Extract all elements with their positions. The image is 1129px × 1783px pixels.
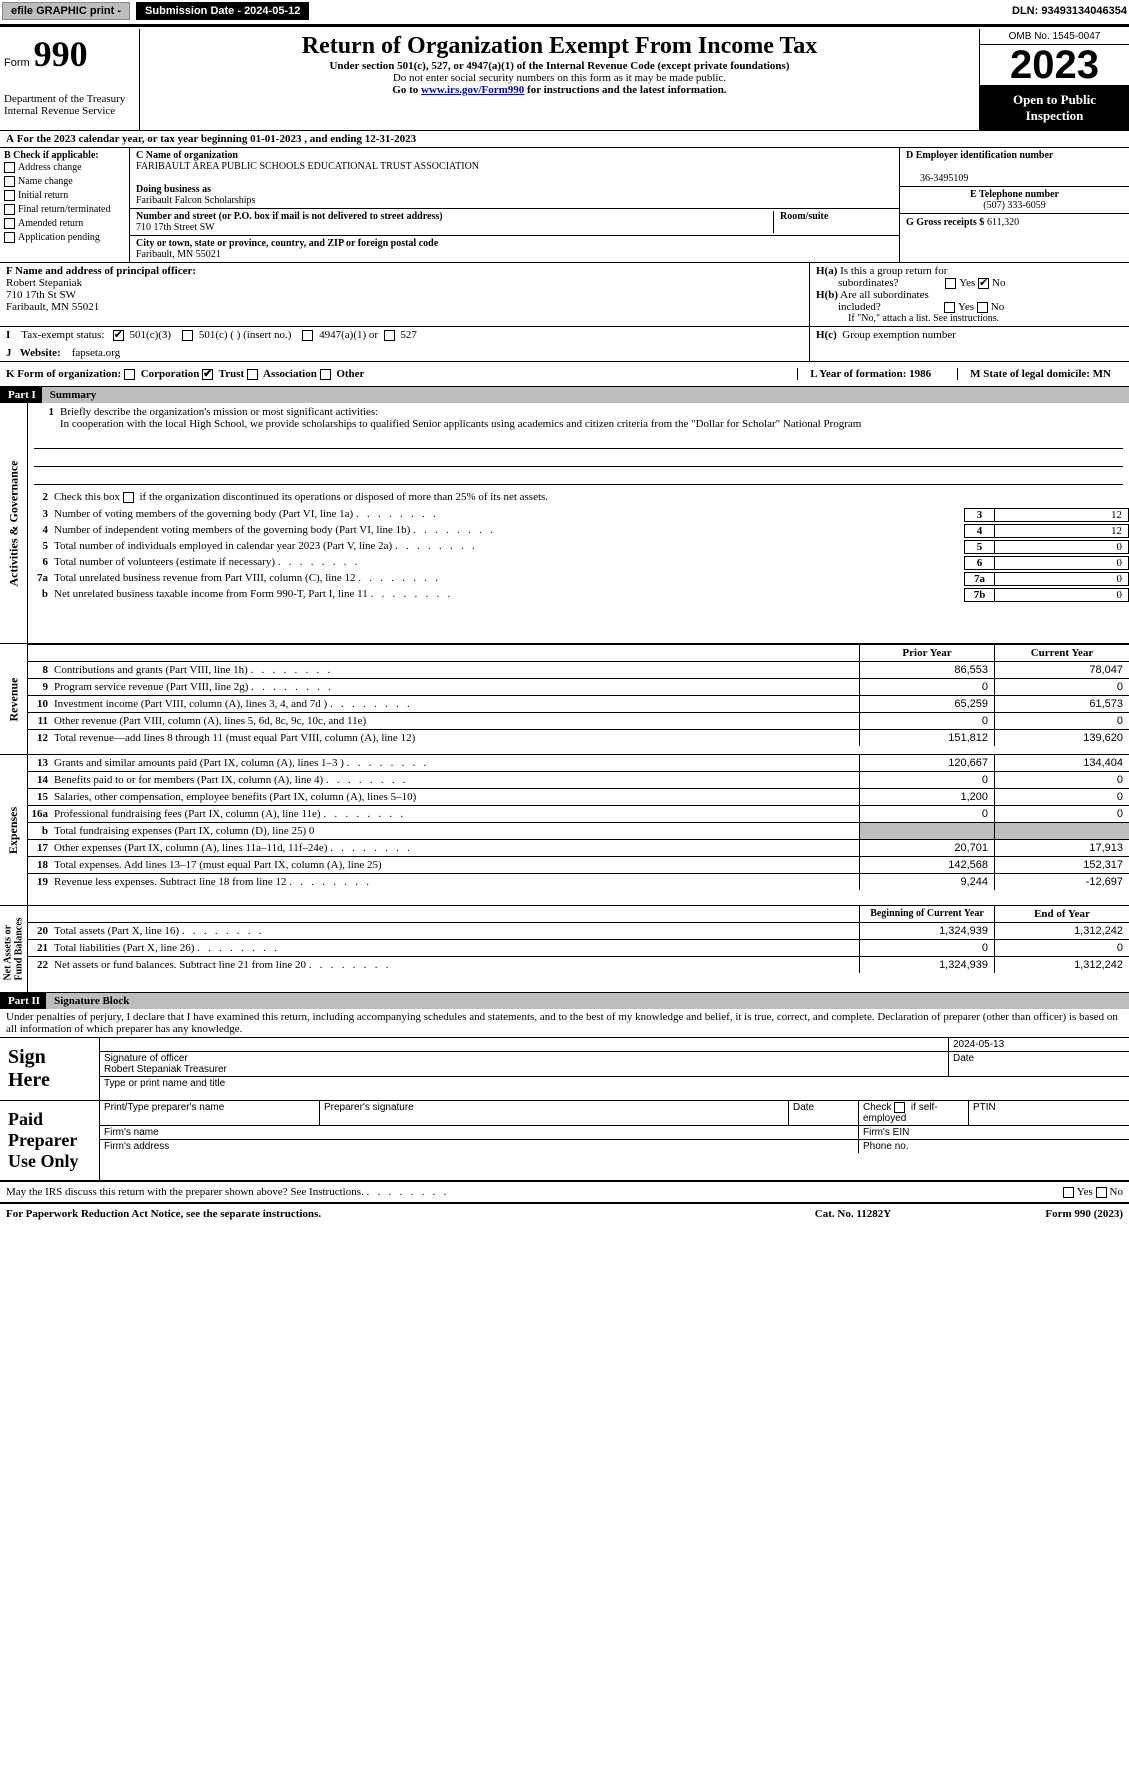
form-word: Form <box>4 57 30 69</box>
part2-header: Part II Signature Block <box>0 993 1129 1009</box>
part1-header: Part I Summary <box>0 387 1129 403</box>
inspection-label: Open to Public Inspection <box>980 86 1129 130</box>
form-title: Return of Organization Exempt From Incom… <box>144 33 975 60</box>
website-value: fapseta.org <box>72 347 120 359</box>
section-j: J Website: fapseta.org <box>6 347 803 359</box>
section-h: H(a) Is this a group return for subordin… <box>809 263 1129 326</box>
gross-receipts: 611,320 <box>987 217 1019 228</box>
officer-name: Robert Stepaniak <box>6 277 82 289</box>
ein-value: 36-3495109 <box>906 173 1123 184</box>
section-i: I Tax-exempt status: 501(c)(3) 501(c) ( … <box>6 329 803 341</box>
irs-link[interactable]: www.irs.gov/Form990 <box>421 84 524 96</box>
section-klm: K Form of organization: Corporation Trus… <box>0 362 1129 387</box>
tax-year: 2023 <box>980 45 1129 86</box>
section-d: D Employer identification number 36-3495… <box>899 148 1129 262</box>
subtitle-2: Do not enter social security numbers on … <box>144 72 975 84</box>
form-header: Form 990 Department of the TreasuryInter… <box>0 29 1129 131</box>
dba-name: Faribault Falcon Scholarships <box>136 195 893 206</box>
efile-button[interactable]: efile GRAPHIC print - <box>2 2 130 20</box>
sign-block: Sign Here 2024-05-13 Signature of office… <box>0 1037 1129 1181</box>
subtitle-1: Under section 501(c), 527, or 4947(a)(1)… <box>144 60 975 72</box>
perjury-text: Under penalties of perjury, I declare th… <box>0 1009 1129 1037</box>
street-address: 710 17th Street SW <box>136 222 773 233</box>
discuss-line: May the IRS discuss this return with the… <box>0 1181 1129 1202</box>
identity-block: B Check if applicable: Address change Na… <box>0 148 1129 263</box>
dln-text: DLN: 93493134046354 <box>1012 5 1127 17</box>
section-b: B Check if applicable: Address change Na… <box>0 148 130 262</box>
submission-button[interactable]: Submission Date - 2024-05-12 <box>136 2 309 20</box>
tax-year-line: A For the 2023 calendar year, or tax yea… <box>0 131 1129 148</box>
print-label: print - <box>90 5 121 17</box>
dept-text: Department of the TreasuryInternal Reven… <box>4 93 135 117</box>
section-c: C Name of organization FARIBAULT AREA PU… <box>130 148 899 262</box>
top-toolbar: efile GRAPHIC print - Submission Date - … <box>0 0 1129 22</box>
page-footer: For Paperwork Reduction Act Notice, see … <box>0 1202 1129 1224</box>
goto-prefix: Go to <box>392 84 421 96</box>
section-f: F Name and address of principal officer:… <box>0 263 809 326</box>
city-state-zip: Faribault, MN 55021 <box>136 249 893 260</box>
officer-sig: Robert Stepaniak Treasurer <box>104 1064 227 1075</box>
org-name: FARIBAULT AREA PUBLIC SCHOOLS EDUCATIONA… <box>136 161 893 172</box>
goto-suffix: for instructions and the latest informat… <box>524 84 726 96</box>
mission-text: In cooperation with the local High Schoo… <box>60 418 861 430</box>
form-number: 990 <box>34 33 88 75</box>
telephone: (507) 333-6059 <box>906 200 1123 211</box>
